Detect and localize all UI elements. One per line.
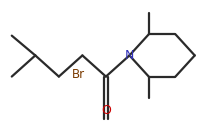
Text: O: O: [101, 104, 111, 117]
Text: N: N: [125, 49, 134, 62]
Text: Br: Br: [72, 68, 85, 81]
